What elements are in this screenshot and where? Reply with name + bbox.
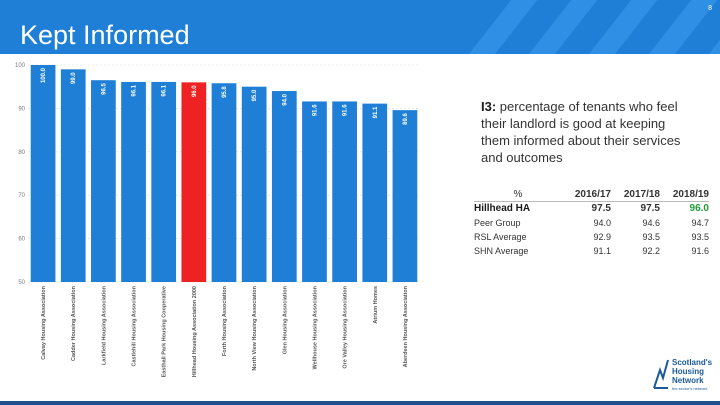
data-label: 95.8: [222, 86, 228, 98]
bar: [302, 101, 327, 283]
table-cell: 97.5: [562, 201, 611, 216]
category-label: Larkfield Housing Association: [101, 285, 107, 365]
col-header-3: 2018/19: [672, 189, 709, 200]
category-label: Atrium Homes: [373, 286, 379, 324]
table-cell: 94.0: [593, 217, 611, 228]
logo-line-1: Scotland's: [672, 358, 713, 367]
bar-chart: 50 60 70 80 90 100 100.0 99.0 96.5 96.1 96.1 96.0 9…: [15, 63, 420, 377]
bar: [392, 110, 418, 282]
table-row: RSL Average 92.9 93.5 93.5: [474, 230, 709, 244]
data-label: 95.0: [252, 89, 258, 101]
logo-line-3: Network: [672, 376, 704, 385]
indicator-description: I3: percentage of tenants who feel their…: [481, 98, 696, 166]
table-cell: 92.2: [642, 245, 660, 256]
category-label: Calvay Housing Association: [41, 285, 47, 359]
y-tick-label: 70: [18, 193, 25, 199]
row-label: Hillhead HA: [474, 201, 562, 216]
table-header-row: % 2016/17 2017/18 2018/19: [474, 188, 709, 202]
data-label: 96.0: [192, 85, 198, 97]
category-label: Glen Housing Association: [282, 285, 288, 354]
y-tick-label: 80: [18, 150, 25, 156]
data-label: 100.0: [41, 67, 47, 83]
bar: [181, 82, 207, 282]
page-number: 8: [708, 5, 712, 12]
table-row: Hillhead HA 97.5 97.5 96.0: [474, 201, 709, 216]
category-label: Forth Housing Association: [222, 285, 228, 356]
data-label: 96.1: [162, 84, 168, 96]
table-cell: 97.5: [611, 201, 660, 216]
row-label: RSL Average: [474, 231, 527, 242]
category-label: Hillhead Housing Association 2000: [192, 286, 198, 377]
data-label: 96.5: [101, 83, 107, 95]
col-header-2: 2017/18: [623, 189, 660, 200]
comparison-table: % 2016/17 2017/18 2018/19 Hillhead HA 97…: [474, 188, 709, 258]
bar: [121, 81, 146, 283]
y-axis-ticks: 50 60 70 80 90 100: [15, 63, 26, 286]
data-label: 96.1: [132, 84, 138, 96]
header-banner: Kept Informed 8: [0, 0, 720, 54]
table-cell: 91.1: [593, 245, 611, 256]
bar: [362, 103, 388, 282]
bar: [332, 101, 357, 283]
logo-tagline: the sector's network: [672, 386, 708, 391]
col-header-1: 2016/17: [574, 189, 611, 200]
y-tick-label: 60: [18, 237, 25, 243]
bar: [271, 91, 297, 282]
bar: [211, 83, 237, 282]
indicator-text: percentage of tenants who feel their lan…: [481, 99, 681, 165]
category-label: Cadder Housing Association: [71, 285, 77, 361]
category-labels: Calvay Housing Association Cadder Housing…: [41, 285, 409, 377]
data-label: 94.0: [282, 93, 288, 105]
data-label: 91.1: [373, 106, 379, 118]
bar: [30, 65, 56, 282]
category-label: Castlehill Housing Association: [132, 285, 138, 366]
y-tick-label: 50: [18, 280, 25, 286]
table-cell-highlight: 96.0: [660, 201, 709, 216]
shn-logo: Scotland's Housing Network the sector's …: [652, 350, 716, 400]
row-label: SHN Average: [474, 245, 529, 256]
footer-bar: [0, 401, 720, 405]
table-cell: 93.5: [691, 231, 709, 242]
bar: [241, 86, 267, 282]
data-label: 91.6: [312, 104, 318, 116]
chart-bars: [30, 65, 418, 283]
table-row: SHN Average 91.1 92.2 91.6: [474, 244, 709, 258]
bar: [151, 81, 177, 283]
table-cell: 91.6: [691, 245, 709, 256]
data-label: 89.6: [403, 112, 409, 124]
category-label: Easthall Park Housing Cooperative: [162, 286, 168, 377]
category-label: Wellhouse Housing Association: [312, 285, 318, 369]
logo-mark-icon: [653, 359, 669, 389]
table-cell: 92.9: [593, 231, 611, 242]
row-label: Peer Group: [474, 217, 521, 228]
table-cell: 93.5: [642, 231, 660, 242]
logo-line-2: Housing: [672, 367, 704, 376]
data-label: 99.0: [71, 72, 77, 84]
page-title: Kept Informed: [20, 20, 190, 50]
category-label: Aberdeen Housing Association: [403, 285, 409, 367]
data-label: 91.6: [343, 104, 349, 116]
indicator-code: I3:: [481, 99, 497, 114]
category-label: North View Housing Association: [252, 285, 258, 370]
bar: [91, 80, 116, 282]
y-tick-label: 90: [18, 106, 25, 112]
y-tick-label: 100: [15, 63, 26, 69]
table-row: Peer Group 94.0 94.6 94.7: [474, 216, 709, 230]
table-cell: 94.6: [642, 217, 660, 228]
category-label: Ore Valley Housing Association: [343, 285, 349, 368]
data-labels: 100.0 99.0 96.5 96.1 96.1 96.0 95.8 95.0 94.0 91.…: [41, 67, 409, 124]
table-cell: 94.7: [691, 217, 709, 228]
table-corner: %: [513, 189, 523, 200]
bar: [60, 69, 86, 282]
